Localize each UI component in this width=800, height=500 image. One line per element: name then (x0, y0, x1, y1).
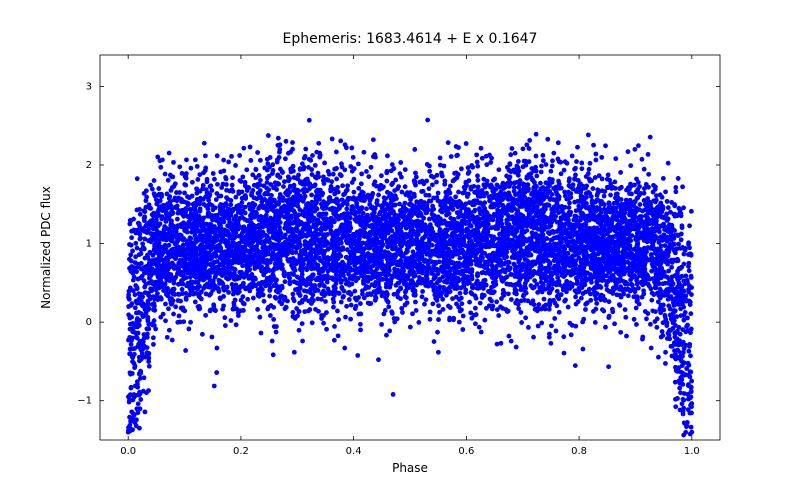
x-tick-label: 0.6 (458, 446, 474, 457)
scatter-chart: 0.0 0.2 0.4 0.6 0.8 1.0 −1 0 1 2 3 Ephemeris: 168… (0, 0, 800, 500)
y-tick-label: −1 (77, 396, 92, 407)
y-tick-label: 1 (86, 239, 92, 250)
y-tick-label: 3 (86, 81, 92, 92)
y-tick-label: 2 (86, 160, 92, 171)
y-axis-label: Normalized PDC flux (39, 186, 53, 309)
x-tick-label: 1.0 (684, 446, 700, 457)
chart-svg: 0.0 0.2 0.4 0.6 0.8 1.0 −1 0 1 2 3 Ephemeris: 168… (0, 0, 800, 500)
x-tick-label: 0.2 (233, 446, 249, 457)
chart-title: Ephemeris: 1683.4614 + E x 0.1647 (283, 31, 538, 47)
y-tick-label: 0 (86, 317, 92, 328)
x-tick-label: 0.8 (571, 446, 587, 457)
x-tick-label: 0.0 (120, 446, 136, 457)
x-axis-label: Phase (392, 461, 428, 475)
x-tick-label: 0.4 (346, 446, 362, 457)
